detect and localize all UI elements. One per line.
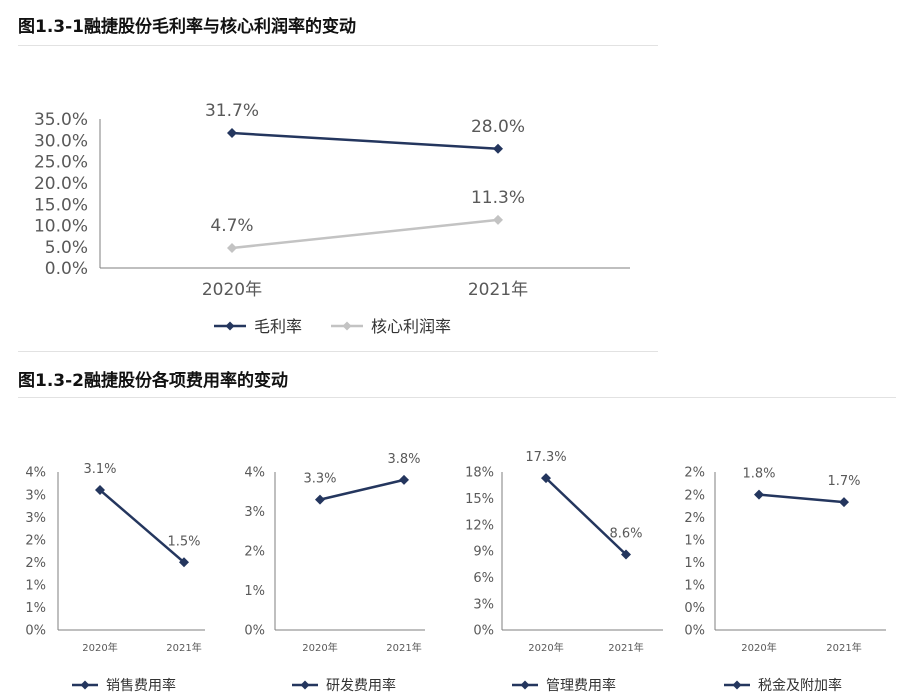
series-line bbox=[545, 477, 627, 556]
data-label: 3.1% bbox=[83, 462, 116, 477]
series-line bbox=[99, 489, 185, 564]
chart-title-2: 图1.3-2融捷股份各项费用率的变动 bbox=[18, 371, 288, 391]
legend-label: 管理费用率 bbox=[546, 677, 616, 694]
x-tick-label: 2020年 bbox=[528, 641, 563, 654]
y-tick-label: 0% bbox=[25, 624, 46, 639]
y-tick-label: 2% bbox=[244, 545, 265, 560]
data-label: 1.5% bbox=[167, 534, 200, 549]
x-tick-label: 2020年 bbox=[302, 641, 337, 654]
y-tick-label: 2% bbox=[25, 533, 46, 548]
y-tick-label: 30.0% bbox=[34, 131, 88, 151]
series-line bbox=[231, 218, 499, 250]
y-tick-label: 3% bbox=[25, 488, 46, 503]
y-tick-label: 4% bbox=[25, 466, 46, 481]
x-tick-label: 2021年 bbox=[468, 280, 528, 300]
y-tick-label: 20.0% bbox=[34, 174, 88, 194]
y-tick-label: 0% bbox=[684, 624, 705, 639]
data-label: 28.0% bbox=[471, 117, 525, 137]
data-label: 8.6% bbox=[609, 527, 642, 542]
data-point bbox=[493, 214, 503, 225]
legend-label: 研发费用率 bbox=[326, 677, 396, 694]
data-point bbox=[754, 489, 764, 500]
data-point bbox=[493, 143, 503, 154]
data-point bbox=[839, 497, 849, 508]
y-tick-label: 10.0% bbox=[34, 217, 88, 237]
data-label: 1.7% bbox=[827, 474, 860, 489]
y-tick-label: 6% bbox=[473, 571, 494, 586]
data-label: 3.3% bbox=[303, 472, 336, 487]
data-label: 11.3% bbox=[471, 188, 525, 208]
data-label: 1.8% bbox=[742, 467, 775, 482]
data-point bbox=[179, 557, 189, 568]
y-tick-label: 1% bbox=[684, 533, 705, 548]
y-tick-label: 2% bbox=[684, 466, 705, 481]
legend-swatch-marker bbox=[732, 680, 742, 690]
data-label: 3.8% bbox=[387, 452, 420, 467]
y-tick-label: 3% bbox=[473, 597, 494, 612]
y-tick-label: 4% bbox=[244, 466, 265, 481]
chart-title-1: 图1.3-1融捷股份毛利率与核心利润率的变动 bbox=[18, 17, 356, 37]
y-tick-label: 5.0% bbox=[45, 238, 88, 258]
legend-label: 核心利润率 bbox=[371, 317, 451, 336]
legend-label: 税金及附加率 bbox=[758, 677, 842, 694]
y-tick-label: 0% bbox=[473, 624, 494, 639]
x-tick-label: 2021年 bbox=[166, 641, 201, 654]
legend-swatch-marker bbox=[520, 680, 530, 690]
legend-swatch-marker bbox=[300, 680, 310, 690]
data-point bbox=[227, 242, 237, 253]
data-label: 31.7% bbox=[205, 101, 259, 121]
x-tick-label: 2021年 bbox=[608, 641, 643, 654]
data-point bbox=[315, 494, 325, 505]
y-tick-label: 3% bbox=[25, 511, 46, 526]
series-line bbox=[231, 131, 499, 151]
y-tick-label: 2% bbox=[25, 556, 46, 571]
series-line bbox=[319, 478, 405, 501]
y-tick-label: 1% bbox=[25, 601, 46, 616]
legend-swatch-marker bbox=[342, 321, 352, 331]
x-tick-label: 2021年 bbox=[386, 641, 421, 654]
legend-swatch-marker bbox=[80, 680, 90, 690]
y-tick-label: 3% bbox=[244, 505, 265, 520]
legend-label: 毛利率 bbox=[254, 317, 302, 336]
data-point bbox=[227, 128, 237, 139]
y-tick-label: 9% bbox=[473, 545, 494, 560]
y-tick-label: 12% bbox=[465, 518, 494, 533]
y-tick-label: 18% bbox=[465, 466, 494, 481]
x-tick-label: 2020年 bbox=[202, 280, 262, 300]
y-tick-label: 1% bbox=[684, 556, 705, 571]
x-tick-label: 2020年 bbox=[82, 641, 117, 654]
x-tick-label: 2021年 bbox=[826, 641, 861, 654]
divider-3 bbox=[18, 397, 896, 398]
series-line bbox=[758, 493, 845, 504]
data-label: 4.7% bbox=[210, 216, 253, 236]
divider-2 bbox=[18, 351, 658, 352]
data-point bbox=[399, 474, 409, 485]
data-point bbox=[95, 485, 105, 496]
y-tick-label: 35.0% bbox=[34, 110, 88, 130]
x-tick-label: 2020年 bbox=[741, 641, 776, 654]
data-point bbox=[541, 473, 551, 484]
legend-label: 销售费用率 bbox=[106, 677, 176, 694]
legend-swatch-marker bbox=[225, 321, 235, 331]
y-tick-label: 2% bbox=[684, 511, 705, 526]
y-tick-label: 15.0% bbox=[34, 195, 88, 215]
data-point bbox=[621, 549, 631, 560]
y-tick-label: 1% bbox=[684, 579, 705, 594]
data-label: 17.3% bbox=[525, 450, 566, 465]
y-tick-label: 0% bbox=[684, 601, 705, 616]
y-tick-label: 0.0% bbox=[45, 259, 88, 279]
y-tick-label: 15% bbox=[465, 492, 494, 507]
y-tick-label: 0% bbox=[244, 624, 265, 639]
y-tick-label: 2% bbox=[684, 488, 705, 503]
y-tick-label: 1% bbox=[244, 584, 265, 599]
divider-1 bbox=[18, 45, 658, 46]
y-tick-label: 1% bbox=[25, 579, 46, 594]
y-tick-label: 25.0% bbox=[34, 153, 88, 173]
